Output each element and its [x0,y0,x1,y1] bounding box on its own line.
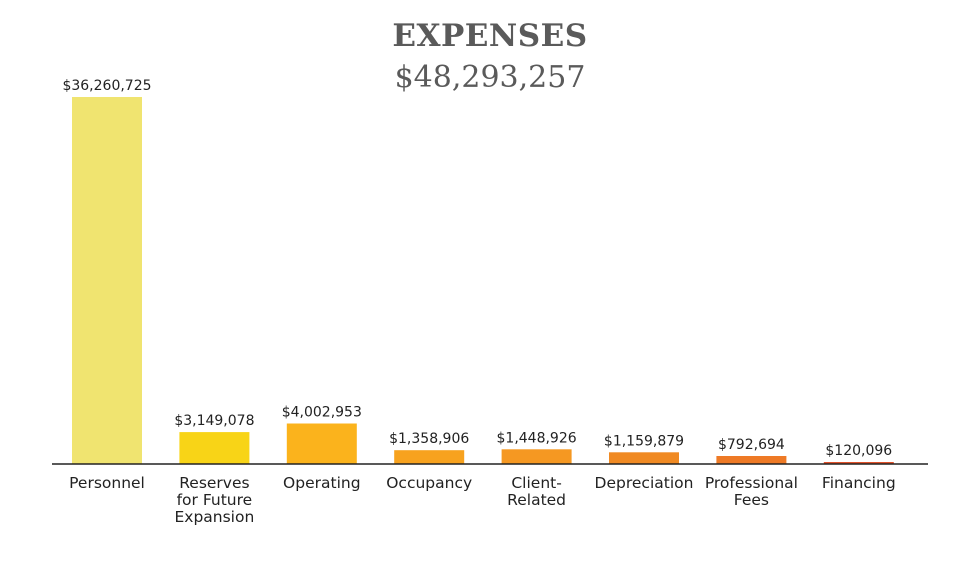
bar-1 [179,432,250,464]
bar-4 [501,449,572,464]
category-label-1: Reserves for Future Expansion [174,474,254,526]
category-label-6: Professional Fees [705,474,798,509]
value-label-4: $1,448,926 [497,430,577,446]
category-label-2: Operating [283,474,361,492]
bar-3 [394,450,465,464]
chart-subtitle-total: $48,293,257 [394,60,586,95]
category-labels-group: Personnel Reserves for Future Expansion Oper… [69,474,896,526]
value-labels-group: $36,260,725 $3,149,078 $4,002,953 $1,358,90… [62,78,892,459]
bar-0 [72,97,142,464]
bar-5 [609,452,679,464]
value-label-6: $792,694 [718,437,785,453]
chart-title: EXPENSES [392,18,588,54]
bar-7 [823,462,894,464]
category-label-7: Financing [822,474,896,492]
value-label-7: $120,096 [825,443,892,459]
category-label-0: Personnel [69,474,145,492]
bars-group [72,97,894,464]
bar-6 [716,456,787,464]
category-label-5: Depreciation [595,474,694,492]
value-label-2: $4,002,953 [282,405,362,421]
bar-2 [286,423,357,464]
value-label-3: $1,358,906 [389,431,469,447]
value-label-0: $36,260,725 [62,78,151,94]
value-label-1: $3,149,078 [174,413,254,429]
value-label-5: $1,159,879 [604,433,684,449]
category-label-3: Occupancy [386,474,472,492]
category-label-4: Client-Related [507,474,566,509]
